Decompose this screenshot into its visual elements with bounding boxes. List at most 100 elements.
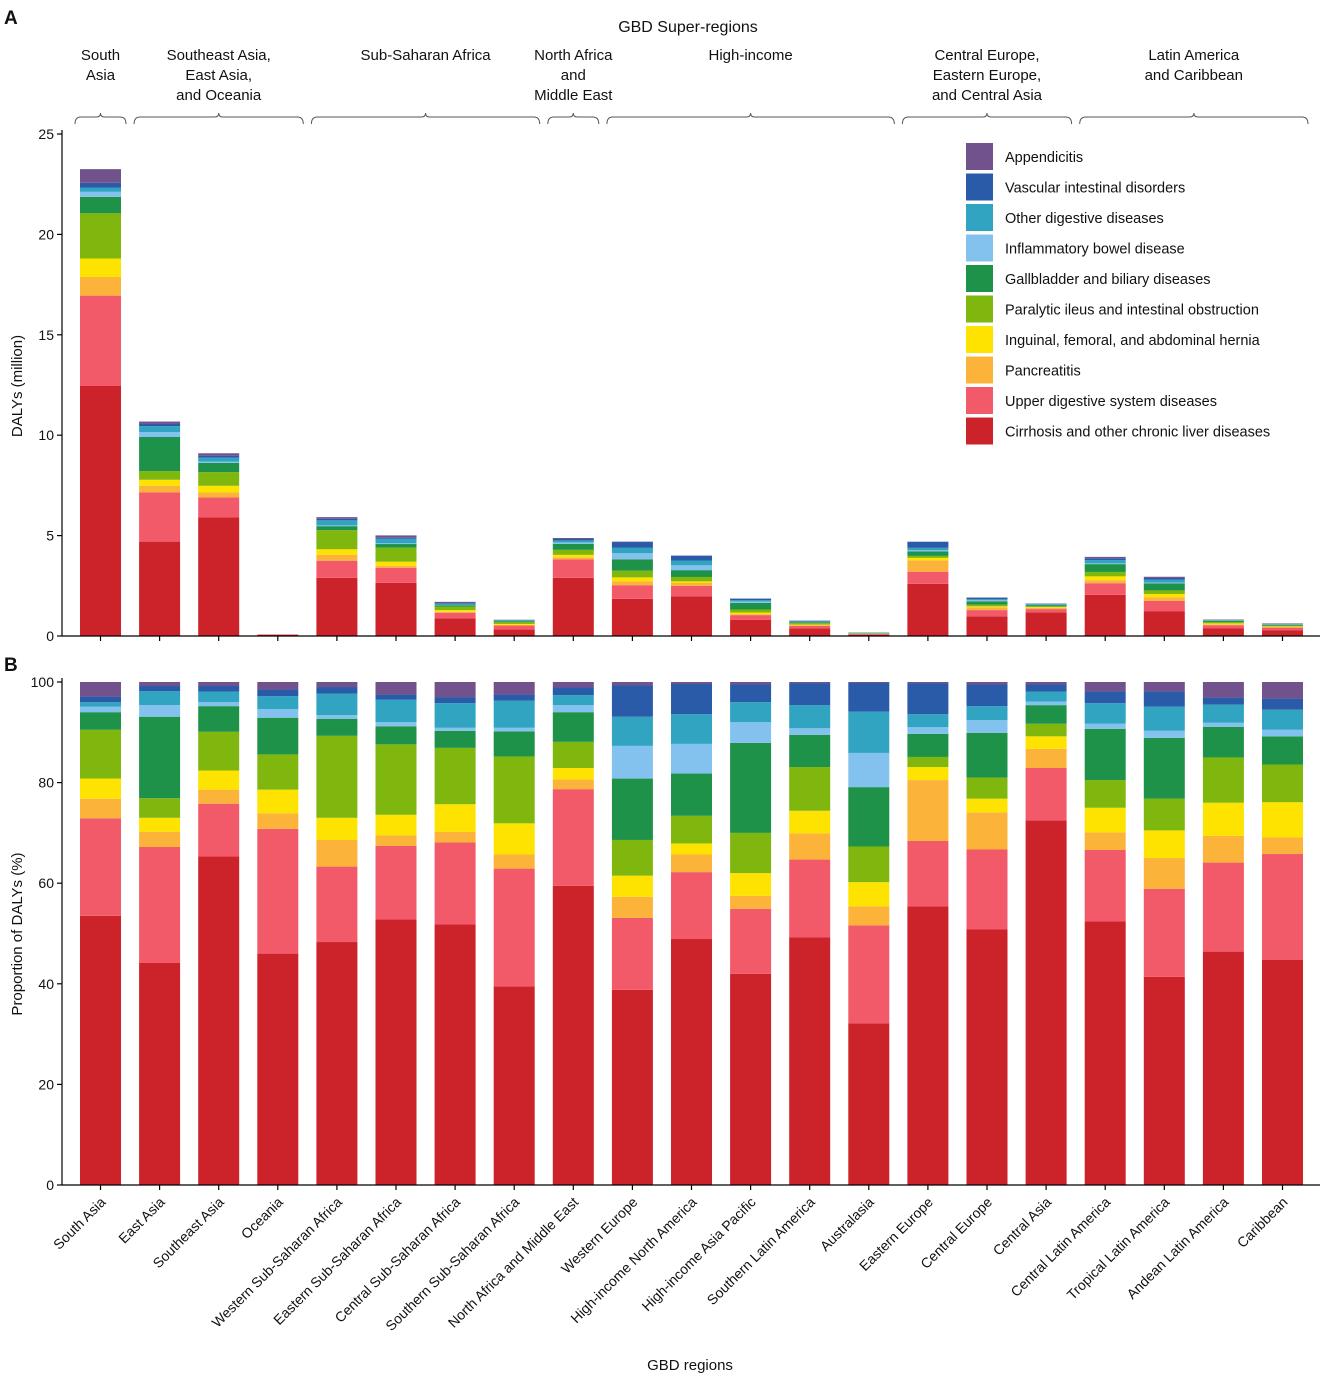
- bar-segment-a-5-3: [375, 561, 417, 566]
- panel-a-x-axis: [62, 635, 1320, 641]
- bar-segment-b-20-7: [1262, 709, 1303, 730]
- bar-segment-b-13-9: [848, 682, 890, 684]
- bar-segment-a-2-5: [198, 462, 240, 473]
- bar-segment-a-11-6: [730, 601, 772, 603]
- bar-segment-a-10-3: [671, 581, 712, 583]
- bar-segment-a-7-1: [493, 625, 535, 630]
- bar-segment-b-16-6: [1025, 701, 1067, 706]
- bar-segment-b-9-0: [611, 989, 653, 1185]
- panel-a-bars: [80, 169, 1303, 636]
- bar-segment-a-2-8: [198, 455, 240, 458]
- panel-a-label: A: [4, 8, 18, 29]
- bar-segment-a-13-1: [848, 633, 890, 635]
- bar-segment-b-17-1: [1084, 850, 1126, 922]
- bar-segment-a-6-3: [434, 610, 476, 612]
- bar-segment-b-16-3: [1025, 736, 1067, 749]
- bar-segment-a-9-0: [611, 598, 653, 636]
- bar-segment-b-4-4: [316, 735, 358, 818]
- bar-segment-a-8-4: [552, 549, 594, 555]
- bar-segment-a-17-2: [1084, 580, 1126, 584]
- bar-segment-b-2-9: [198, 682, 240, 687]
- legend-swatch-2: [966, 204, 993, 231]
- bar-segment-b-2-8: [198, 686, 240, 692]
- bar-segment-a-20-1: [1262, 627, 1303, 631]
- panel-b-x-axis-title: GBD regions: [647, 1357, 733, 1374]
- legend-swatch-0: [966, 143, 993, 170]
- legend-swatch-9: [966, 417, 993, 445]
- bar-segment-a-20-7: [1262, 624, 1303, 625]
- bar-segment-a-17-7: [1084, 560, 1126, 564]
- bar-segment-a-0-6: [80, 191, 121, 197]
- bar-segment-a-12-7: [789, 621, 831, 622]
- bar-segment-b-19-8: [1202, 697, 1244, 705]
- bar-segment-a-18-2: [1143, 597, 1185, 601]
- bar-segment-a-14-8: [907, 541, 949, 548]
- bar-segment-b-20-5: [1262, 736, 1303, 765]
- bar-segment-b-15-0: [966, 929, 1008, 1185]
- bar-segment-a-9-4: [611, 570, 653, 578]
- x-tick-label-12: Southern Latin America: [704, 1194, 818, 1308]
- legend-label-9: Cirrhosis and other chronic liver diseas…: [1005, 425, 1270, 441]
- bar-segment-b-13-0: [848, 1023, 890, 1185]
- bar-segment-a-7-0: [493, 629, 535, 636]
- bar-segment-a-5-8: [375, 537, 417, 539]
- bar-segment-b-8-0: [552, 885, 594, 1185]
- bar-segment-a-1-1: [139, 492, 181, 542]
- legend-swatch-3: [966, 234, 993, 262]
- bar-segment-b-14-8: [907, 683, 949, 715]
- bar-segment-a-4-9: [316, 517, 358, 519]
- bar-segment-b-7-2: [493, 854, 535, 869]
- bar-segment-b-5-7: [375, 699, 417, 723]
- bar-segment-a-9-8: [611, 542, 653, 548]
- bar-segment-a-2-2: [198, 492, 240, 498]
- x-tick-label-17: Central Latin America: [1007, 1194, 1113, 1300]
- bar-segment-a-18-4: [1143, 590, 1185, 595]
- bar-segment-b-15-4: [966, 777, 1008, 799]
- bar-segment-b-7-9: [493, 682, 535, 695]
- bar-segment-b-3-3: [257, 789, 299, 814]
- bar-segment-a-15-4: [966, 604, 1008, 607]
- bar-segment-b-3-1: [257, 828, 299, 954]
- bar-segment-a-17-4: [1084, 571, 1126, 577]
- bar-segment-a-19-7: [1202, 620, 1244, 621]
- bar-segment-b-15-1: [966, 849, 1008, 930]
- bar-segment-a-20-0: [1262, 630, 1303, 636]
- bar-segment-b-8-8: [552, 687, 594, 696]
- legend-swatch-1: [966, 173, 993, 201]
- bar-segment-a-19-2: [1202, 624, 1244, 626]
- bar-segment-b-3-2: [257, 813, 299, 829]
- bar-segment-b-7-0: [493, 986, 535, 1185]
- bar-segment-b-3-0: [257, 953, 299, 1185]
- bar-segment-b-15-2: [966, 812, 1008, 850]
- bar-segment-a-18-5: [1143, 583, 1185, 591]
- bar-segment-b-4-1: [316, 866, 358, 943]
- bar-segment-a-1-5: [139, 437, 181, 472]
- bar-segment-b-14-0: [907, 906, 949, 1185]
- bar-segment-a-8-5: [552, 543, 594, 550]
- bar-segment-a-0-5: [80, 196, 121, 214]
- bar-segment-a-1-6: [139, 432, 181, 438]
- bar-segment-b-0-3: [80, 778, 121, 799]
- bar-segment-b-0-5: [80, 712, 121, 730]
- bar-segment-b-8-4: [552, 741, 594, 769]
- bar-segment-b-12-4: [789, 767, 831, 811]
- bar-segment-b-11-6: [730, 722, 772, 743]
- bar-segment-a-0-2: [80, 276, 121, 296]
- bar-segment-b-6-9: [434, 682, 476, 698]
- bar-segment-b-11-9: [730, 682, 772, 685]
- bar-segment-a-0-0: [80, 386, 121, 636]
- bar-segment-a-15-3: [966, 606, 1008, 608]
- bar-segment-b-20-1: [1262, 854, 1303, 960]
- panel-b-y-axis: 0 20 40 60 80 100: [31, 674, 63, 1193]
- bar-segment-b-19-7: [1202, 704, 1244, 723]
- bar-segment-b-14-5: [907, 733, 949, 757]
- bar-segment-b-8-3: [552, 768, 594, 780]
- super-regions: South Asia Southeast Asia, East Asia, and Oc…: [74, 47, 1309, 125]
- bar-segment-b-15-8: [966, 684, 1008, 707]
- bar-segment-b-5-2: [375, 835, 417, 846]
- bar-segment-a-2-9: [198, 453, 240, 456]
- bar-segment-a-10-4: [671, 576, 712, 582]
- bar-segment-b-4-5: [316, 718, 358, 736]
- bar-segment-a-4-6: [316, 525, 358, 527]
- bar-segment-a-2-0: [198, 517, 240, 636]
